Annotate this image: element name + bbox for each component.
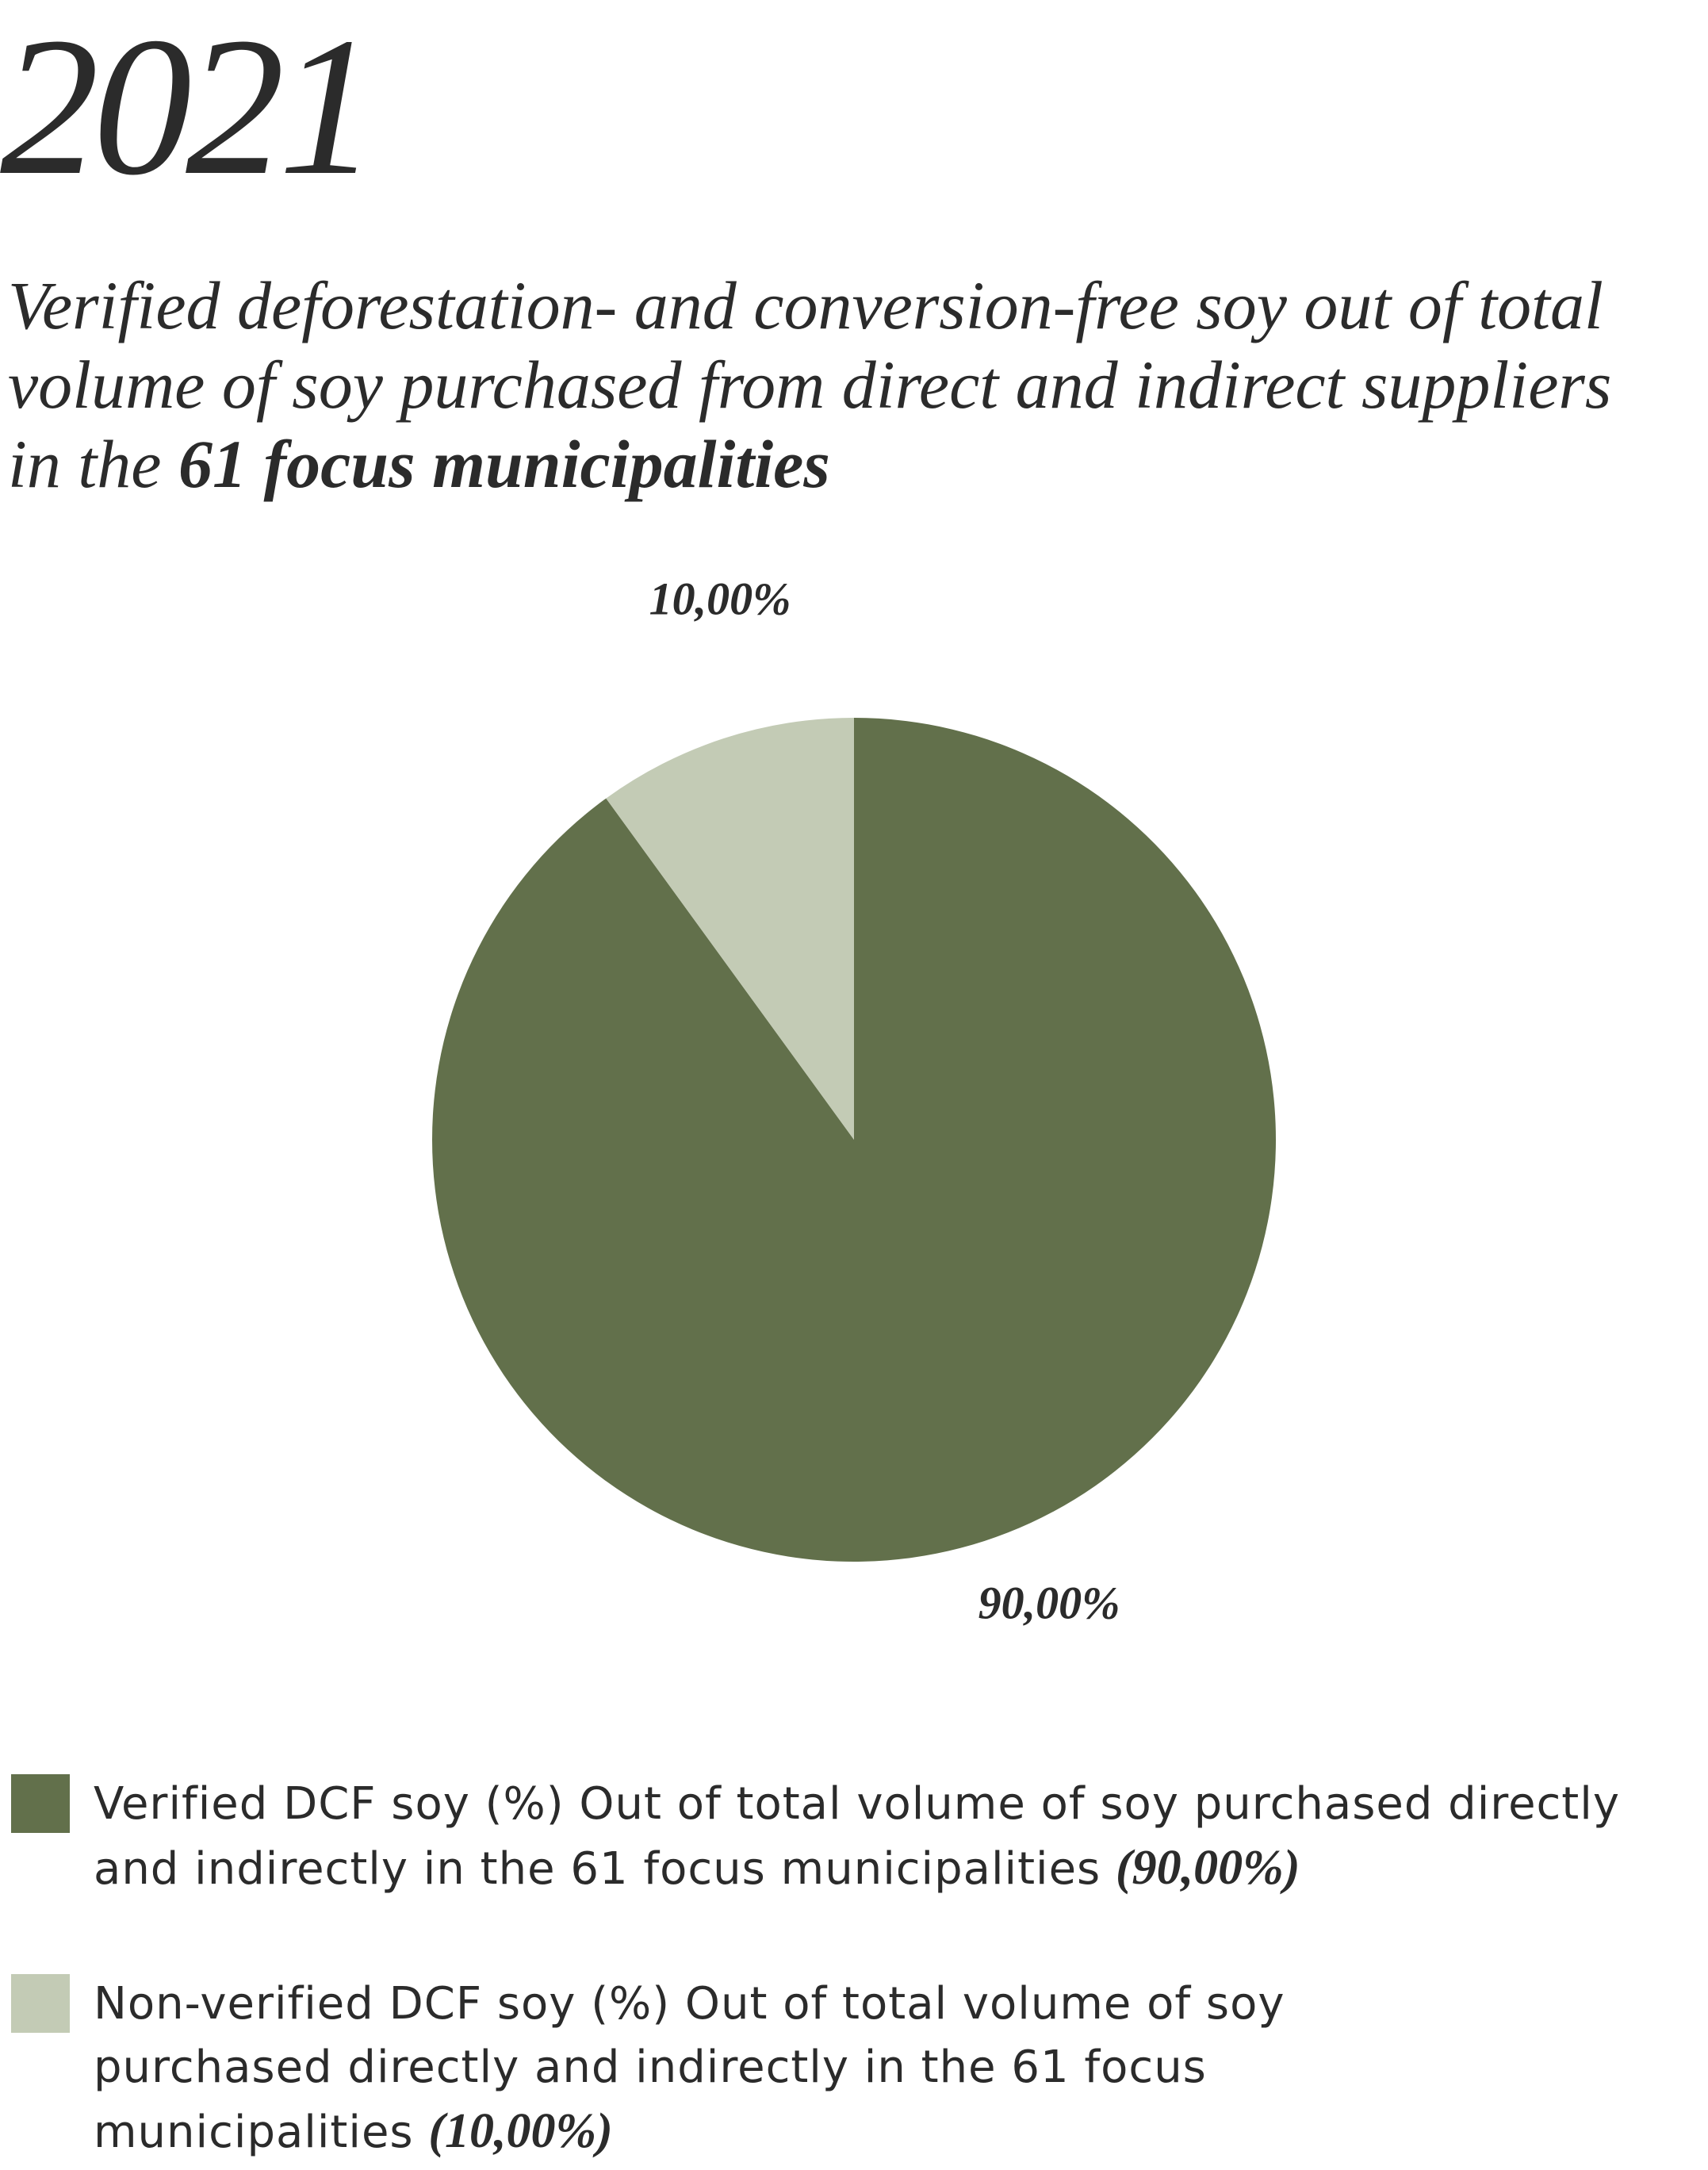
legend-value: (90,00%) <box>1116 1841 1300 1895</box>
chart-title: 2021 <box>0 0 377 217</box>
legend-label: Non-verified DCF soy (%) Out of total vo… <box>94 1978 1285 2158</box>
subtitle-emphasis: 61 focus municipalities <box>178 426 830 502</box>
subtitle-text: Verified deforestation- and conversion-f… <box>8 267 1612 502</box>
data-label: 90,00% <box>978 1577 1120 1628</box>
legend-label: Verified DCF soy (%) Out of total volume… <box>94 1778 1620 1895</box>
legend-text: Verified DCF soy (%) Out of total volume… <box>94 1773 1672 1901</box>
legend-value: (10,00%) <box>428 2104 613 2158</box>
pie-slice <box>606 718 854 1140</box>
legend-text: Non-verified DCF soy (%) Out of total vo… <box>94 1973 1489 2164</box>
chart-subtitle: Verified deforestation- and conversion-f… <box>8 266 1641 504</box>
data-label: 10,00% <box>649 573 791 624</box>
legend-swatch <box>11 1974 70 2033</box>
pie-chart: 90,00% 10,00% <box>432 573 1277 1628</box>
legend-swatch <box>11 1774 70 1833</box>
